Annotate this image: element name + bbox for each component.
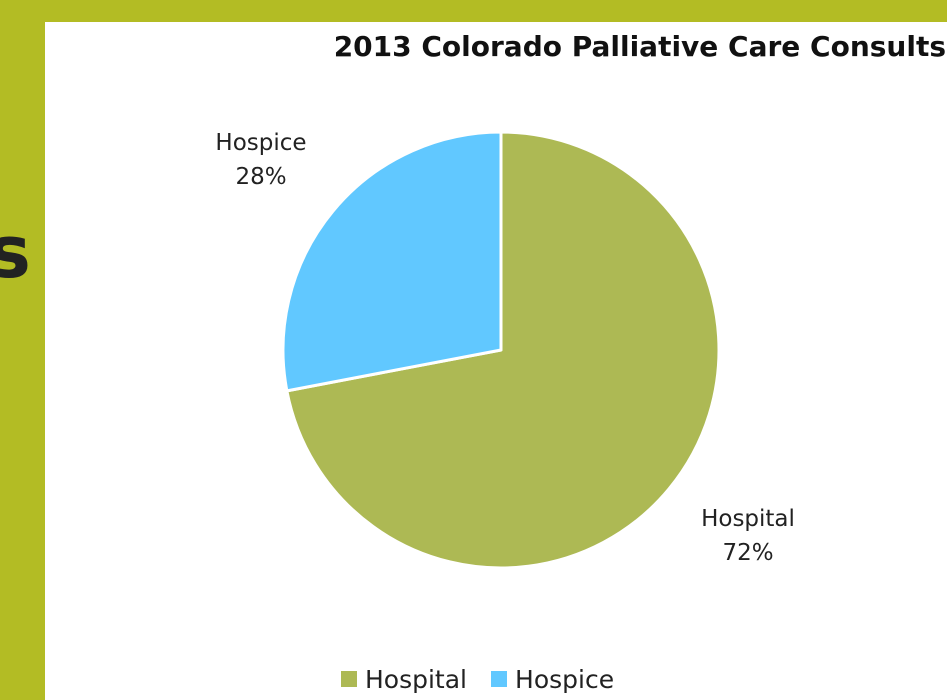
legend-swatch-hospital: [341, 671, 357, 687]
slide-edge-text: s: [0, 210, 31, 294]
slice-label-hospice-name: Hospice: [215, 130, 307, 156]
slice-label-hospital: Hospital 72%: [668, 502, 828, 570]
slice-label-hospice: Hospice 28%: [181, 126, 341, 194]
legend-label-hospice: Hospice: [515, 664, 615, 694]
chart-title: 2013 Colorado Palliative Care Consults: [333, 30, 946, 63]
legend-swatch-hospice: [491, 671, 508, 687]
slice-label-hospice-percent: 28%: [235, 164, 287, 190]
pie-slice-hospital: [285, 130, 721, 570]
slice-label-hospital-percent: 72%: [722, 540, 774, 566]
legend-label-hospital: Hospital: [365, 664, 468, 694]
pie-slice-hospice: [281, 130, 503, 393]
legend-item-hospital: Hospital: [341, 665, 467, 694]
legend-item-hospice: Hospice: [491, 665, 614, 694]
slice-label-hospital-name: Hospital: [701, 506, 795, 532]
chart-legend: Hospital Hospice: [341, 662, 638, 696]
pie-chart: [281, 130, 721, 570]
chart-panel: 2013 Colorado Palliative Care Consults H…: [45, 22, 947, 700]
